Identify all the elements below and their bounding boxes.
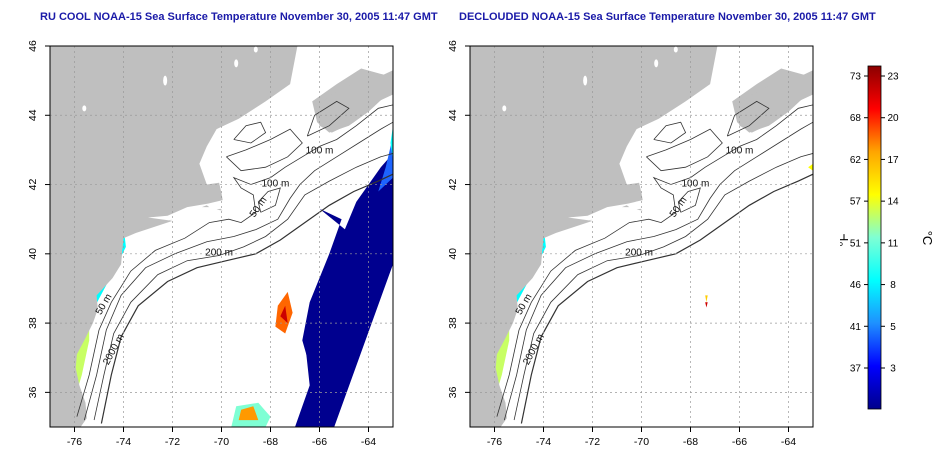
sst-edge-warm [808,163,813,171]
contour-label: 100 m [306,145,334,156]
warm-eddy-core [280,305,288,324]
contour-label: 100 m [262,178,290,189]
bathymetry-contour [93,153,393,421]
lake [673,46,678,53]
lake [502,105,507,112]
lake [234,59,239,68]
land-island [621,205,630,208]
lake [253,46,258,53]
lon-tick-label: -68 [263,436,278,448]
lake [163,75,168,86]
lat-tick-label: 36 [27,386,39,398]
lon-tick-label: -74 [536,436,551,448]
warm-patch-south-core [238,406,259,421]
bathymetry-contour [76,104,393,417]
bathymetry-contour-basin [257,187,281,213]
bathymetry-contour [83,121,393,421]
lake [583,75,588,86]
land-nova-scotia [734,70,813,133]
land-nova-scotia [314,70,393,133]
lat-tick-label: 38 [27,317,39,329]
lon-tick-label: -76 [487,436,502,448]
land-island [636,208,643,211]
fahrenheit-axis-label: °F [840,233,851,246]
fahrenheit-tick-label: 46 [850,280,862,291]
sst-edge-blue [378,136,393,192]
bathymetry-contour [503,121,813,421]
left-map-title: RU COOL NOAA-15 Sea Surface Temperature … [40,11,438,23]
bathymetry-contour-basin [233,121,267,144]
lon-tick-label: -64 [781,436,796,448]
lon-tick-label: -66 [732,436,747,448]
lake [82,105,87,112]
lon-tick-label: -76 [67,436,82,448]
contour-label: 200 m [205,248,233,259]
lon-tick-label: -64 [361,436,376,448]
land-island [201,205,210,208]
lat-tick-label: 46 [447,40,459,52]
contour-label: 200 m [625,248,653,259]
lat-tick-label: 42 [447,179,459,191]
lon-tick-label: -68 [683,436,698,448]
colorbar-gradient [867,65,882,410]
warm-speck [705,295,708,303]
fahrenheit-tick-label: 37 [850,364,862,375]
warm-speck-core [705,302,708,308]
bathymetry-contour-2000m [520,173,813,424]
celsius-tick-label: 14 [887,197,899,208]
lat-tick-label: 44 [27,109,39,121]
celsius-axis-label: °C [920,231,935,246]
bathymetry-contour [496,104,813,417]
bathymetry-contour [513,153,813,421]
bathymetry-contour-basin [226,128,303,172]
land-island [216,208,223,211]
celsius-tick-label: 23 [887,72,899,83]
sst-edge-cyan [390,125,393,161]
fahrenheit-tick-label: 57 [850,197,862,208]
land-us-coast [50,46,298,427]
right-map-title: DECLOUDED NOAA-15 Sea Surface Temperatur… [459,11,876,23]
lon-tick-label: -70 [214,436,229,448]
celsius-tick-label: 5 [890,322,896,333]
celsius-tick-label: 8 [890,280,896,291]
land-us-coast [470,46,718,427]
lon-tick-label: -74 [116,436,131,448]
bathymetry-contour-basin [306,100,350,137]
fahrenheit-tick-label: 62 [850,155,862,166]
bathymetry-contour-basin [677,187,701,213]
fahrenheit-tick-label: 73 [850,72,862,83]
fahrenheit-tick-label: 51 [850,238,862,249]
sst-swath-fragment [302,208,354,386]
lon-tick-label: -70 [634,436,649,448]
lat-tick-label: 38 [447,317,459,329]
lake [654,59,659,68]
lat-tick-label: 42 [27,179,39,191]
lat-tick-label: 46 [27,40,39,52]
bathymetry-contour-basin [646,128,723,172]
celsius-tick-label: 17 [887,155,899,166]
celsius-tick-label: 11 [888,238,899,249]
lon-tick-label: -66 [312,436,327,448]
bathymetry-contour-basin [726,100,770,137]
bathymetry-contour-basin [653,121,687,144]
lat-tick-label: 36 [447,386,459,398]
lat-tick-label: 40 [447,248,459,260]
fahrenheit-tick-label: 41 [850,322,862,333]
lon-tick-label: -72 [585,436,600,448]
celsius-tick-label: 20 [887,113,899,124]
contour-label: 100 m [726,145,754,156]
lon-tick-label: -72 [165,436,180,448]
celsius-tick-label: 3 [890,364,896,375]
lat-tick-label: 44 [447,109,459,121]
fahrenheit-tick-label: 68 [850,113,862,124]
lat-tick-label: 40 [27,248,39,260]
bathymetry-contour-2000m [100,173,393,424]
contour-label: 100 m [682,178,710,189]
temperature-colorbar: 73 68 62 57 51 46 41 37 23 20 17 14 11 8 5 3 °F °C [840,65,935,410]
